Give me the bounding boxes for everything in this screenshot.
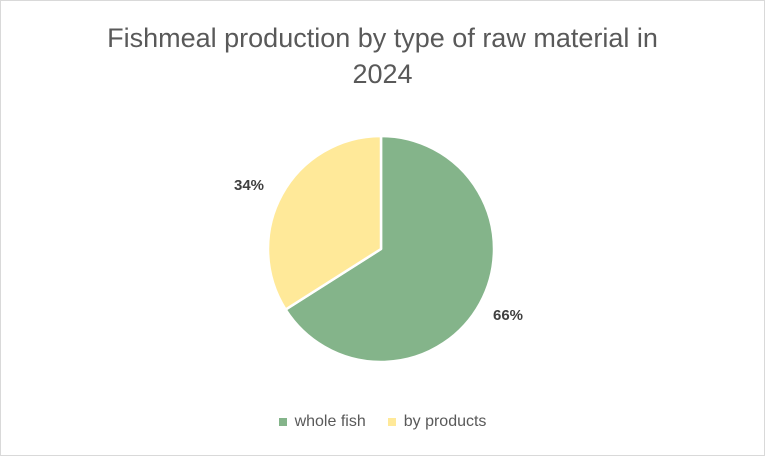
legend-item-by-products: by products xyxy=(387,413,487,431)
pie-slices xyxy=(266,134,496,364)
pie-slice-whole-fish xyxy=(284,134,496,364)
legend-swatch-whole-fish xyxy=(278,418,287,426)
legend-item-whole-fish: whole fish xyxy=(278,413,366,431)
data-label-whole-fish: 66% xyxy=(493,307,524,324)
chart-title-line-1: Fishmeal production by type of raw mater… xyxy=(107,23,658,53)
pie-slice-by-products xyxy=(266,134,383,311)
legend-label-whole-fish: whole fish xyxy=(294,413,366,430)
chart-title: Fishmeal production by type of raw mater… xyxy=(0,20,765,92)
legend-label-by-products: by products xyxy=(403,413,487,430)
chart-title-line-2: 2024 xyxy=(352,59,413,89)
legend-swatch-by-products xyxy=(387,418,396,426)
legend: whole fish by products xyxy=(0,413,765,431)
data-label-by-products: 34% xyxy=(234,177,265,194)
